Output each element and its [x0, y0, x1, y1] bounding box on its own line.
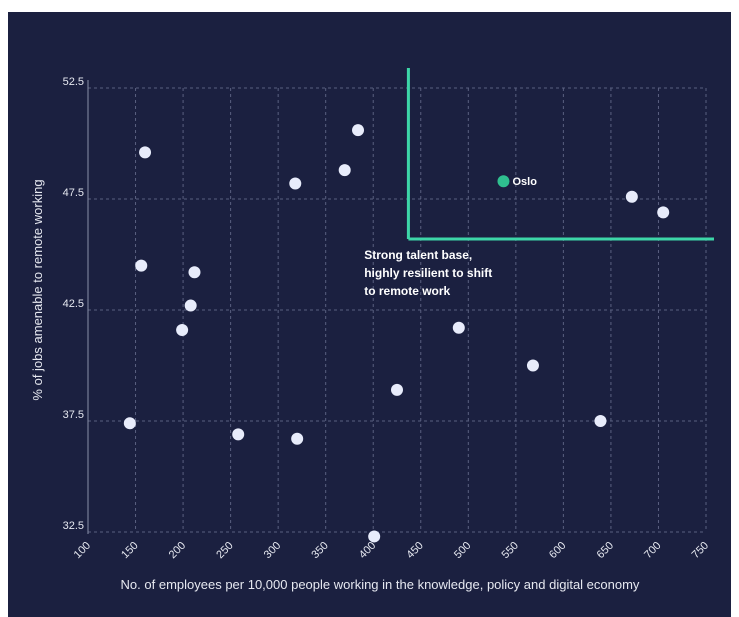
annotation-line: Strong talent base, [364, 248, 472, 262]
annotation-line: highly resilient to shift [364, 266, 492, 280]
y-tick-label: 37.5 [63, 409, 84, 421]
y-tick-label: 32.5 [63, 520, 84, 532]
x-tick-label: 250 [214, 540, 235, 561]
y-axis-ticks: 32.5 37.5 42.5 47.5 52.5 [63, 76, 84, 532]
data-point [232, 428, 245, 441]
data-points: Oslo [123, 124, 670, 543]
x-tick-label: 400 [357, 540, 378, 561]
quadrant-lines [406, 68, 714, 241]
x-tick-label: 300 [262, 540, 283, 561]
y-axis-title: % of jobs amenable to remote working [30, 179, 45, 400]
data-point [135, 259, 148, 272]
y-tick-label: 47.5 [63, 187, 84, 199]
data-point [139, 146, 152, 159]
y-tick-label: 52.5 [63, 76, 84, 88]
x-tick-label: 100 [72, 540, 93, 561]
data-point [368, 530, 381, 543]
y-tick-label: 42.5 [63, 298, 84, 310]
data-point [291, 432, 304, 445]
data-point [594, 415, 607, 427]
x-tick-label: 600 [547, 540, 568, 561]
highlight-label: Oslo [512, 176, 537, 188]
x-tick-label: 200 [167, 540, 188, 561]
x-tick-label: 350 [309, 540, 330, 561]
data-point [452, 321, 465, 334]
x-tick-label: 700 [642, 540, 663, 561]
data-point [188, 266, 201, 279]
annotation-line: to remote work [364, 284, 450, 298]
x-tick-label: 450 [404, 540, 425, 561]
x-axis-ticks: 100 150 200 250 300 350 400 450 500 550 600 650 700 7… [72, 540, 711, 561]
x-tick-label: 500 [452, 540, 473, 561]
highlight-point [497, 175, 510, 188]
data-point [625, 190, 638, 203]
data-point [657, 206, 670, 219]
annotation: Strong talent base, highly resilient to s… [364, 248, 492, 298]
data-point [352, 124, 365, 137]
data-point [289, 177, 302, 190]
data-point [184, 299, 197, 312]
x-tick-label: 150 [119, 540, 140, 561]
data-point [176, 323, 189, 336]
x-tick-label: 750 [690, 540, 711, 561]
data-point [123, 417, 136, 430]
x-axis-title: No. of employees per 10,000 people worki… [121, 577, 640, 592]
data-point [338, 164, 351, 177]
grid [88, 87, 707, 533]
x-tick-label: 650 [595, 540, 616, 561]
x-tick-label: 550 [500, 540, 521, 561]
data-point [391, 383, 403, 396]
data-point [526, 359, 539, 372]
